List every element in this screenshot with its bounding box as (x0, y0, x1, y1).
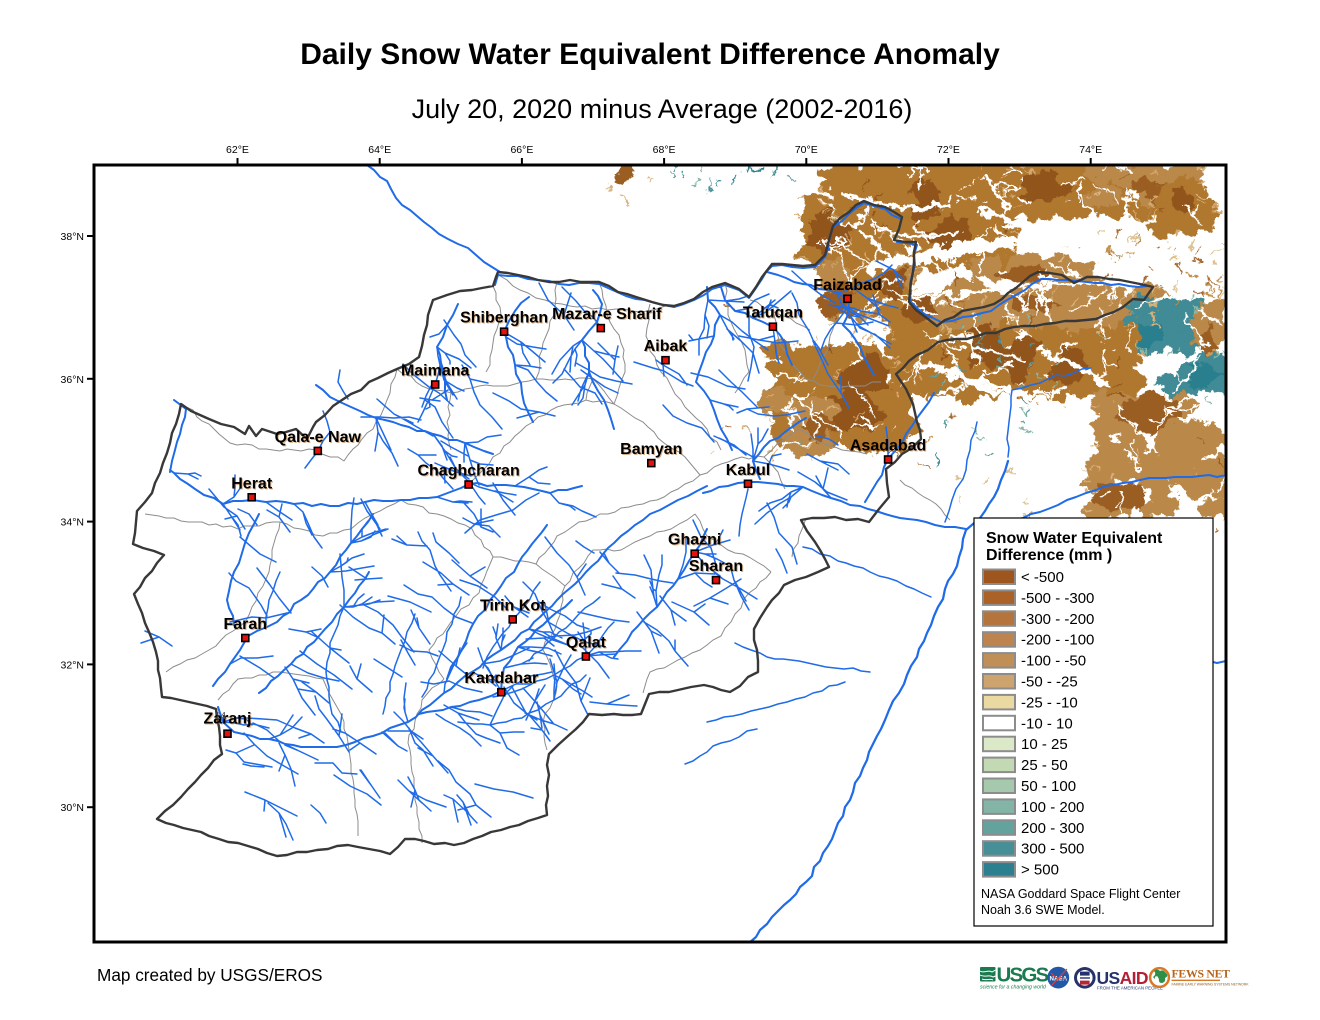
svg-text:science for a changing world: science for a changing world (980, 985, 1047, 991)
svg-text:Map created by USGS/EROS: Map created by USGS/EROS (97, 965, 322, 985)
svg-text:Asadabad: Asadabad (851, 439, 927, 456)
svg-text:Ghazni: Ghazni (669, 533, 722, 550)
svg-text:Chaghcharan: Chaghcharan (418, 464, 520, 481)
svg-text:Mazar-e Sharif: Mazar-e Sharif (553, 307, 663, 324)
svg-text:Farah: Farah (224, 616, 268, 633)
svg-text:USGS: USGS (997, 964, 1049, 987)
svg-text:74°E: 74°E (1079, 144, 1102, 156)
svg-text:Difference (mm ): Difference (mm ) (986, 547, 1112, 564)
svg-text:Asadabad: Asadabad (850, 438, 926, 455)
svg-text:Herat: Herat (231, 475, 273, 492)
svg-text:-10 - 10: -10 - 10 (1021, 715, 1073, 732)
svg-text:-300 - -200: -300 - -200 (1021, 611, 1094, 628)
svg-text:25 - 50: 25 - 50 (1021, 757, 1068, 774)
svg-text:50 - 100: 50 - 100 (1021, 778, 1076, 795)
svg-text:Mazar-e Sharif: Mazar-e Sharif (552, 306, 662, 323)
svg-text:Chaghcharan: Chaghcharan (417, 463, 519, 480)
svg-text:USAID: USAID (1097, 968, 1148, 988)
svg-text:Kandahar: Kandahar (464, 670, 538, 687)
svg-text:Maimana: Maimana (402, 364, 471, 381)
svg-text:Noah 3.6 SWE Model.: Noah 3.6 SWE Model. (981, 903, 1105, 917)
svg-text:Bamyan: Bamyan (621, 442, 683, 459)
svg-text:-500 - -300: -500 - -300 (1021, 590, 1094, 607)
svg-text:Qala-e Naw: Qala-e Naw (276, 430, 363, 447)
svg-text:Zaranj: Zaranj (203, 711, 251, 728)
svg-text:> 500: > 500 (1021, 862, 1059, 879)
svg-text:38°N: 38°N (61, 231, 84, 243)
svg-text:FEWS NET: FEWS NET (1172, 967, 1231, 981)
svg-text:NASA Goddard Space Flight Cent: NASA Goddard Space Flight Center (981, 887, 1180, 901)
svg-text:< -500: < -500 (1021, 569, 1064, 586)
svg-text:Snow Water Equivalent: Snow Water Equivalent (986, 530, 1163, 547)
svg-text:30°N: 30°N (61, 802, 84, 814)
svg-text:Qalat: Qalat (566, 635, 607, 652)
svg-text:Sharan: Sharan (689, 558, 743, 575)
svg-text:Kandahar: Kandahar (465, 671, 539, 688)
svg-text:Aibak: Aibak (644, 338, 688, 355)
svg-text:Maimana: Maimana (401, 363, 470, 380)
svg-text:36°N: 36°N (61, 374, 84, 386)
svg-text:Qala-e Naw: Qala-e Naw (275, 429, 362, 446)
svg-text:Herat: Herat (232, 476, 274, 493)
svg-text:300 - 500: 300 - 500 (1021, 841, 1084, 858)
svg-text:Sharan: Sharan (690, 559, 744, 576)
svg-text:-25 - -10: -25 - -10 (1021, 694, 1078, 711)
svg-text:Kabul: Kabul (726, 462, 770, 479)
svg-text:Kabul: Kabul (727, 463, 771, 480)
svg-text:Bamyan: Bamyan (620, 441, 682, 458)
svg-text:62°E: 62°E (226, 144, 249, 156)
svg-text:32°N: 32°N (61, 659, 84, 671)
svg-text:FAMINE EARLY WARNING SYSTEMS N: FAMINE EARLY WARNING SYSTEMS NETWORK (1172, 982, 1250, 986)
svg-text:200 - 300: 200 - 300 (1021, 820, 1084, 837)
svg-text:Ghazni: Ghazni (668, 532, 721, 549)
svg-text:66°E: 66°E (510, 144, 533, 156)
svg-text:72°E: 72°E (937, 144, 960, 156)
svg-text:Faizabad: Faizabad (813, 277, 881, 294)
svg-text:Farah: Farah (225, 617, 269, 634)
svg-text:Zaranj: Zaranj (204, 712, 252, 729)
svg-text:Qalat: Qalat (567, 636, 608, 653)
svg-text:FROM THE AMERICAN PEOPLE: FROM THE AMERICAN PEOPLE (1097, 986, 1163, 991)
svg-text:-100 - -50: -100 - -50 (1021, 653, 1086, 670)
svg-text:70°E: 70°E (795, 144, 818, 156)
svg-text:Aibak: Aibak (645, 339, 689, 356)
svg-text:100 - 200: 100 - 200 (1021, 799, 1084, 816)
svg-text:14: 14 (215, 711, 227, 722)
svg-text:Taluqan: Taluqan (743, 305, 803, 322)
svg-text:July 20, 2020 minus Average (2: July 20, 2020 minus Average (2002-2016) (412, 94, 913, 124)
svg-text:Taluqan: Taluqan (744, 306, 804, 323)
svg-text:10 - 25: 10 - 25 (1021, 736, 1068, 753)
svg-text:34°N: 34°N (61, 517, 84, 529)
svg-text:Daily Snow Water Equivalent Di: Daily Snow Water Equivalent Difference A… (300, 38, 1000, 71)
svg-text:Faizabad: Faizabad (814, 278, 882, 295)
svg-text:Tirin Kot: Tirin Kot (480, 597, 546, 614)
svg-text:-50 - -25: -50 - -25 (1021, 674, 1078, 691)
svg-text:64°E: 64°E (368, 144, 391, 156)
svg-text:Shiberghan: Shiberghan (461, 311, 549, 328)
svg-text:-200 - -100: -200 - -100 (1021, 632, 1094, 649)
svg-text:Tirin Kot: Tirin Kot (481, 598, 547, 615)
svg-text:68°E: 68°E (653, 144, 676, 156)
svg-text:Shiberghan: Shiberghan (460, 310, 548, 327)
